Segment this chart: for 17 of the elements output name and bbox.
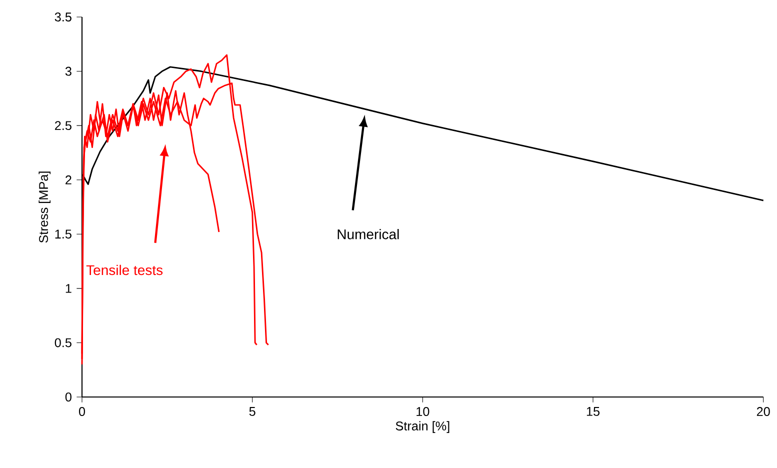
y-tick-label: 2	[66, 175, 72, 184]
y-tick-label: 1	[66, 284, 72, 293]
y-tick-label: 0.5	[54, 338, 72, 348]
x-axis-title: Strain [%]	[396, 421, 450, 433]
y-tick-label: 0	[65, 392, 72, 402]
x-tick-label: 15	[586, 407, 600, 416]
annotation: Numerical	[338, 229, 399, 240]
y-tick-label: 1.5	[55, 230, 72, 239]
x-tick-label: 20	[756, 407, 770, 416]
y-tick-label: 3.5	[54, 12, 72, 22]
annotation: Tensile tests	[86, 264, 163, 276]
x-tick-label: 5	[249, 407, 256, 416]
x-tick-label: 10	[416, 407, 430, 416]
y-axis-title: Stress [MPa]	[38, 172, 51, 243]
x-tick-label: 0	[78, 407, 86, 416]
y-tick-label: 2.5	[54, 121, 72, 130]
y-tick-label: 3	[65, 66, 72, 76]
